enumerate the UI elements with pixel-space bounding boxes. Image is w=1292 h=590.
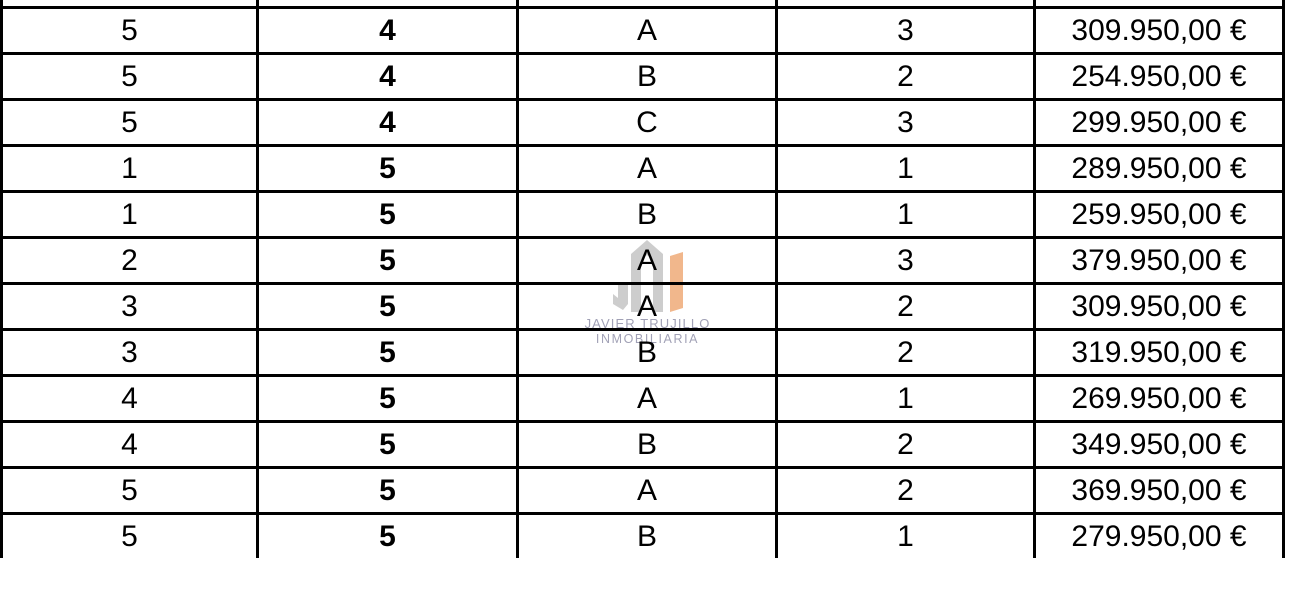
table-row[interactable]: 4 5 A 1 269.950,00 € — [0, 374, 1285, 423]
cell-floor[interactable]: 4 — [0, 420, 259, 469]
cell-block — [256, 0, 519, 9]
cell-floor[interactable]: 4 — [0, 374, 259, 423]
cell-floor[interactable]: 5 — [0, 98, 259, 147]
table-row[interactable]: 5 4 C 3 299.950,00 € — [0, 98, 1285, 147]
housing-units-table: 5 4 A 3 309.950,00 €5 4 B 2 254.950,00 €5 4 C 3 299.… — [0, 0, 1285, 558]
cell-rooms[interactable]: 2 — [775, 466, 1036, 515]
cell-rooms[interactable]: 2 — [775, 282, 1036, 331]
cell-price — [1033, 0, 1285, 9]
cell-rooms[interactable]: 3 — [775, 6, 1036, 55]
table-row[interactable]: 4 5 B 2 349.950,00 € — [0, 420, 1285, 469]
cell-price[interactable]: 279.950,00 € — [1033, 512, 1285, 558]
cell-price[interactable]: 289.950,00 € — [1033, 144, 1285, 193]
cell-price[interactable]: 349.950,00 € — [1033, 420, 1285, 469]
table-row[interactable]: 1 5 A 1 289.950,00 € — [0, 144, 1285, 193]
cell-rooms[interactable]: 1 — [775, 144, 1036, 193]
cell-rooms[interactable]: 2 — [775, 328, 1036, 377]
cell-letter[interactable]: B — [516, 52, 778, 101]
cell-price[interactable]: 269.950,00 € — [1033, 374, 1285, 423]
table-row[interactable]: 5 4 A 3 309.950,00 € — [0, 6, 1285, 55]
cell-floor[interactable]: 2 — [0, 236, 259, 285]
cell-block[interactable]: 5 — [256, 144, 519, 193]
cell-rooms[interactable]: 3 — [775, 98, 1036, 147]
cell-price[interactable]: 319.950,00 € — [1033, 328, 1285, 377]
cell-letter[interactable]: B — [516, 328, 778, 377]
cell-floor[interactable]: 3 — [0, 328, 259, 377]
cell-price[interactable]: 299.950,00 € — [1033, 98, 1285, 147]
cell-floor[interactable]: 5 — [0, 512, 259, 558]
cell-floor[interactable]: 3 — [0, 282, 259, 331]
cell-letter[interactable]: B — [516, 190, 778, 239]
table-row[interactable]: 2 5 A 3 379.950,00 € — [0, 236, 1285, 285]
cell-rooms[interactable]: 2 — [775, 420, 1036, 469]
cell-block[interactable]: 4 — [256, 6, 519, 55]
table-body: 5 4 A 3 309.950,00 €5 4 B 2 254.950,00 €5 4 C 3 299.… — [0, 0, 1285, 558]
table-row[interactable]: 1 5 B 1 259.950,00 € — [0, 190, 1285, 239]
cell-rooms[interactable]: 1 — [775, 512, 1036, 558]
cell-price[interactable]: 259.950,00 € — [1033, 190, 1285, 239]
cell-block[interactable]: 5 — [256, 190, 519, 239]
cell-floor[interactable]: 1 — [0, 144, 259, 193]
cell-price[interactable]: 379.950,00 € — [1033, 236, 1285, 285]
table-row[interactable]: 3 5 B 2 319.950,00 € — [0, 328, 1285, 377]
cell-rooms[interactable]: 2 — [775, 52, 1036, 101]
table-row[interactable]: 5 5 A 2 369.950,00 € — [0, 466, 1285, 515]
cell-price[interactable]: 309.950,00 € — [1033, 6, 1285, 55]
cell-rooms — [775, 0, 1036, 9]
cell-letter[interactable]: A — [516, 374, 778, 423]
cell-floor[interactable]: 5 — [0, 52, 259, 101]
cell-floor[interactable]: 5 — [0, 466, 259, 515]
cell-letter[interactable]: B — [516, 420, 778, 469]
cell-price[interactable]: 369.950,00 € — [1033, 466, 1285, 515]
table-row[interactable]: 5 5 B 1 279.950,00 € — [0, 512, 1285, 558]
cell-letter[interactable]: A — [516, 282, 778, 331]
cell-letter[interactable]: A — [516, 236, 778, 285]
cell-letter[interactable]: A — [516, 144, 778, 193]
cell-rooms[interactable]: 3 — [775, 236, 1036, 285]
cell-block[interactable]: 5 — [256, 466, 519, 515]
cell-letter[interactable]: A — [516, 466, 778, 515]
cell-price[interactable]: 254.950,00 € — [1033, 52, 1285, 101]
cell-block[interactable]: 5 — [256, 512, 519, 558]
cell-block[interactable]: 5 — [256, 420, 519, 469]
cell-block[interactable]: 5 — [256, 328, 519, 377]
cell-floor[interactable]: 5 — [0, 6, 259, 55]
cell-letter[interactable]: C — [516, 98, 778, 147]
cell-block[interactable]: 4 — [256, 98, 519, 147]
table-row[interactable]: 3 5 A 2 309.950,00 € — [0, 282, 1285, 331]
cell-block[interactable]: 5 — [256, 374, 519, 423]
cell-price[interactable]: 309.950,00 € — [1033, 282, 1285, 331]
cell-block[interactable]: 5 — [256, 282, 519, 331]
cell-rooms[interactable]: 1 — [775, 374, 1036, 423]
cell-rooms[interactable]: 1 — [775, 190, 1036, 239]
cell-letter[interactable]: A — [516, 6, 778, 55]
table-row-partial-top — [0, 0, 1285, 9]
cell-floor — [0, 0, 259, 9]
cell-floor[interactable]: 1 — [0, 190, 259, 239]
table-row[interactable]: 5 4 B 2 254.950,00 € — [0, 52, 1285, 101]
cell-letter — [516, 0, 778, 9]
cell-letter[interactable]: B — [516, 512, 778, 558]
cell-block[interactable]: 5 — [256, 236, 519, 285]
cell-block[interactable]: 4 — [256, 52, 519, 101]
